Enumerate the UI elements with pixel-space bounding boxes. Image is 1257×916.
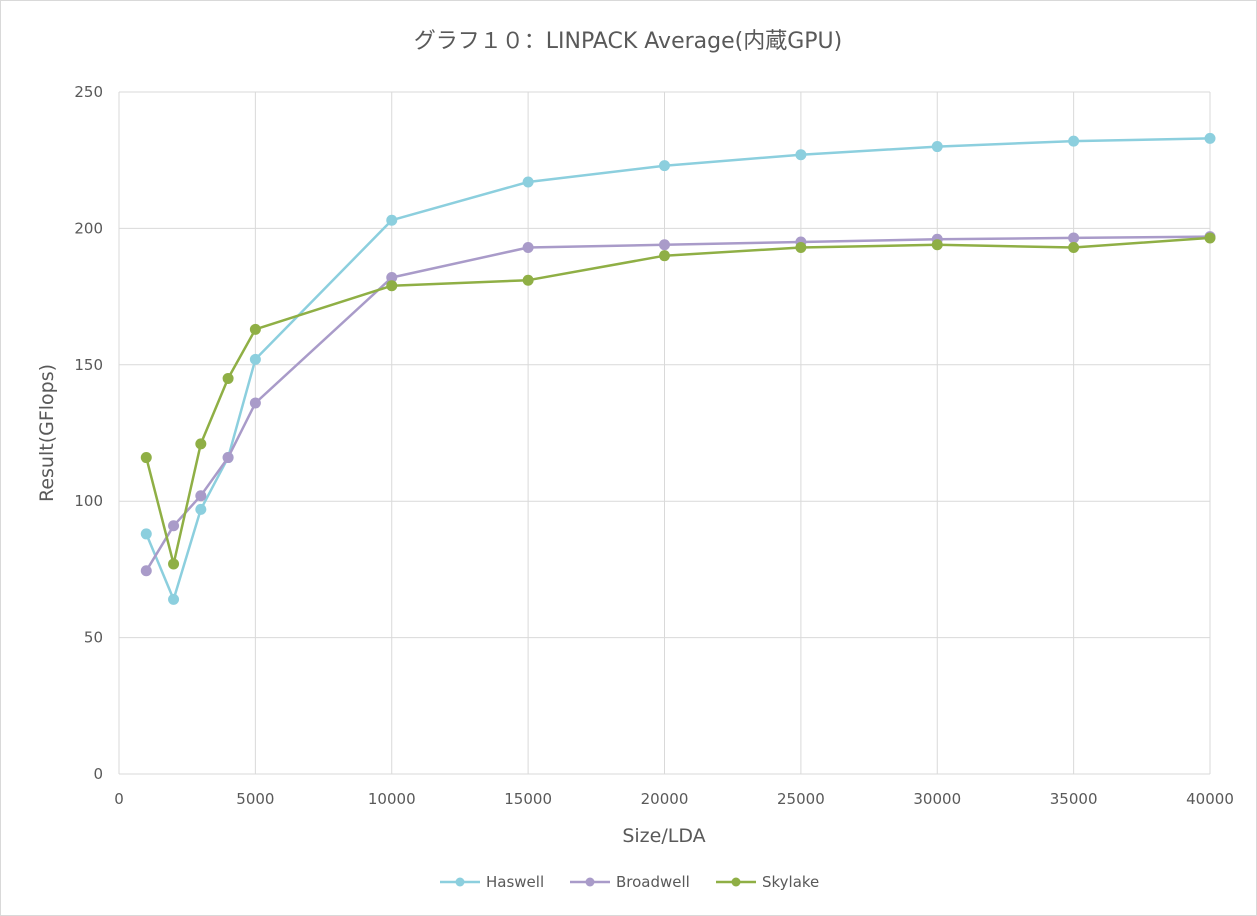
y-axis-ticks: 0 50 100 150 200 250 <box>74 83 103 783</box>
legend-label-haswell: Haswell <box>486 873 544 891</box>
x-tick-label: 5000 <box>236 790 274 808</box>
chart-title: グラフ１０：LINPACK Average(内蔵GPU) <box>414 29 842 54</box>
legend-marker-broadwell <box>585 877 595 887</box>
x-tick-label: 0 <box>114 790 124 808</box>
x-tick-label: 20000 <box>641 790 689 808</box>
y-tick-label: 0 <box>93 765 103 783</box>
data-point-skylake <box>168 558 180 570</box>
data-point-skylake <box>931 239 943 251</box>
series-line-haswell <box>145 137 1211 601</box>
grid-lines <box>118 91 1211 775</box>
data-point-broadwell <box>386 272 398 284</box>
data-point-skylake <box>140 452 152 464</box>
data-point-haswell <box>195 503 207 515</box>
series-group <box>140 132 1216 605</box>
legend-marker-haswell <box>455 877 465 887</box>
series-haswell <box>140 132 1216 605</box>
series-line-skylake <box>145 236 1211 566</box>
data-point-haswell <box>168 593 180 605</box>
data-point-haswell <box>249 353 261 365</box>
series-broadwell <box>140 231 1216 577</box>
data-point-broadwell <box>168 520 180 532</box>
data-point-skylake <box>659 250 670 262</box>
legend-label-broadwell: Broadwell <box>616 873 690 891</box>
data-point-skylake <box>522 274 534 286</box>
y-tick-label: 100 <box>74 492 103 510</box>
data-point-skylake <box>249 323 261 335</box>
x-tick-label: 25000 <box>777 790 825 808</box>
legend: Haswell Broadwell Skylake <box>440 873 819 891</box>
legend-item-haswell: Haswell <box>440 873 544 891</box>
data-point-haswell <box>140 528 152 540</box>
x-axis-ticks: 0 5000 10000 15000 20000 25000 30000 35000 40000 <box>114 790 1234 808</box>
x-axis-title: Size/LDA <box>622 825 705 847</box>
data-point-haswell <box>1068 135 1080 147</box>
data-point-broadwell <box>522 241 534 253</box>
data-point-broadwell <box>1068 232 1080 244</box>
data-point-haswell <box>386 214 398 226</box>
data-point-haswell <box>795 149 807 161</box>
y-tick-label: 200 <box>74 219 103 237</box>
y-axis-title: Result(GFlops) <box>36 364 58 502</box>
data-point-haswell <box>659 160 670 172</box>
x-tick-label: 30000 <box>913 790 961 808</box>
legend-item-skylake: Skylake <box>716 873 819 891</box>
data-point-skylake <box>222 372 234 384</box>
data-point-skylake <box>1204 232 1216 244</box>
data-point-broadwell <box>249 397 261 409</box>
data-point-haswell <box>1204 132 1216 144</box>
y-tick-label: 150 <box>74 356 103 374</box>
x-tick-label: 40000 <box>1186 790 1234 808</box>
series-line-broadwell <box>145 235 1211 572</box>
series-skylake <box>140 232 1216 570</box>
data-point-skylake <box>386 280 398 292</box>
legend-label-skylake: Skylake <box>762 873 819 891</box>
data-point-broadwell <box>659 239 670 251</box>
legend-marker-skylake <box>731 877 741 887</box>
data-point-broadwell <box>195 490 207 502</box>
data-point-skylake <box>195 438 207 450</box>
legend-item-broadwell: Broadwell <box>570 873 690 891</box>
data-point-broadwell <box>140 565 152 577</box>
data-point-broadwell <box>222 452 234 464</box>
x-tick-label: 35000 <box>1050 790 1098 808</box>
data-point-skylake <box>795 241 807 253</box>
y-tick-label: 250 <box>74 83 103 101</box>
x-tick-label: 15000 <box>504 790 552 808</box>
data-point-skylake <box>1068 241 1080 253</box>
x-tick-label: 10000 <box>368 790 416 808</box>
data-point-haswell <box>522 176 534 188</box>
y-tick-label: 50 <box>84 629 103 647</box>
data-point-haswell <box>931 141 943 153</box>
